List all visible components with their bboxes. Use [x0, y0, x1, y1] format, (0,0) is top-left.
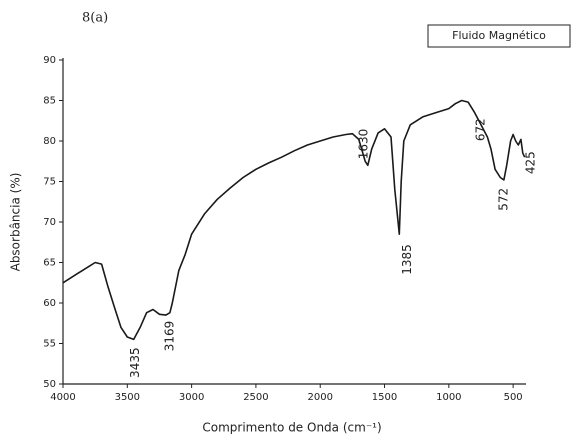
peak-label: 1385 [400, 244, 414, 275]
x-tick-label: 1500 [372, 392, 397, 403]
peak-label: 572 [496, 188, 510, 211]
x-tick-label: 2000 [307, 392, 332, 403]
peak-label: 3435 [128, 347, 142, 378]
chart-title: 8(a) [82, 11, 108, 26]
y-tick-label: 80 [43, 136, 56, 147]
y-tick-label: 90 [43, 55, 56, 66]
y-tick-label: 55 [43, 339, 56, 350]
x-tick-label: 500 [504, 392, 523, 403]
y-axis-label: Absorbância (%) [9, 173, 23, 272]
x-tick-label: 4000 [50, 392, 75, 403]
x-axis-label: Comprimento de Onda (cm⁻¹) [202, 421, 381, 435]
y-tick-label: 70 [43, 217, 56, 228]
peak-label: 425 [523, 151, 537, 174]
x-tick-label: 1000 [436, 392, 461, 403]
y-tick-label: 65 [43, 258, 56, 269]
y-tick-label: 60 [43, 298, 56, 309]
legend-label: Fluido Magnético [452, 29, 546, 42]
y-tick-label: 85 [43, 96, 56, 107]
peak-label: 672 [474, 118, 488, 141]
peak-label: 3169 [162, 321, 176, 352]
spectrum-line [62, 99, 526, 341]
x-tick-label: 3500 [115, 392, 140, 403]
legend-box [427, 24, 571, 48]
y-tick-label: 75 [43, 177, 56, 188]
peak-label: 1630 [356, 129, 370, 160]
x-tick-label: 2500 [243, 392, 268, 403]
x-tick-label: 3000 [179, 392, 204, 403]
y-tick-label: 50 [43, 379, 56, 390]
